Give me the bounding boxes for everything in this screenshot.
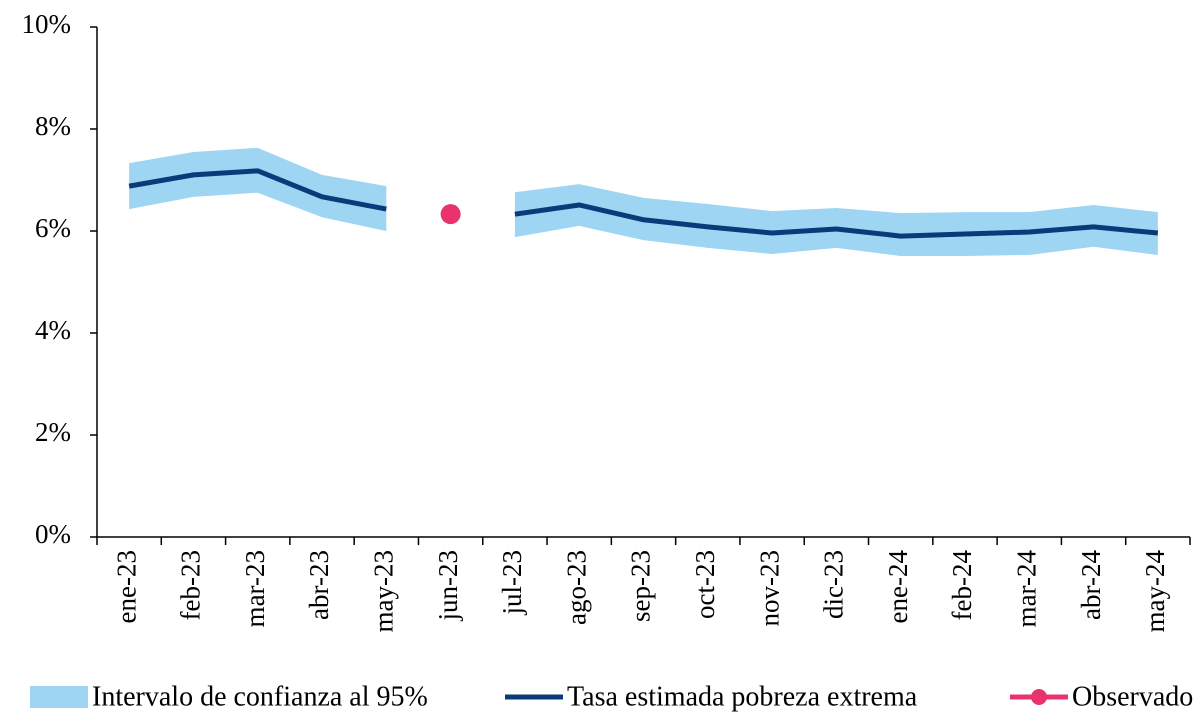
legend-label: Observado (1072, 681, 1193, 712)
x-tick-label: ene-24 (883, 550, 913, 624)
estimate-line (128, 168, 1159, 239)
x-tick-label: abr-24 (1076, 550, 1106, 620)
legend-swatch-dot (1031, 689, 1047, 705)
x-tick-label: abr-23 (304, 550, 334, 620)
legend-swatch (30, 686, 88, 708)
x-tick-label: dic-23 (819, 550, 849, 619)
y-tick-label: 6% (35, 213, 71, 243)
legend-label: Intervalo de confianza al 95% (92, 681, 428, 712)
y-tick-label: 4% (35, 315, 71, 345)
y-tick-label: 0% (35, 519, 71, 549)
y-tick-label: 8% (35, 111, 71, 141)
x-tick-label: jun-23 (433, 550, 463, 622)
x-tick-label: ene-23 (111, 550, 141, 623)
x-tick-label: sep-23 (626, 550, 656, 622)
x-tick-label: may-24 (1140, 550, 1170, 633)
x-tick-label: ago-23 (561, 550, 591, 625)
x-tick-label: mar-24 (1011, 550, 1041, 628)
x-tick-label: oct-23 (690, 550, 720, 619)
y-tick-label: 2% (35, 417, 71, 447)
observed-point (440, 204, 461, 225)
legend-label: Tasa estimada pobreza extrema (567, 681, 918, 712)
x-tick-label: mar-23 (240, 550, 270, 627)
x-tick-label: nov-23 (754, 550, 784, 627)
x-tick-label: may-23 (369, 550, 399, 632)
x-tick-label: feb-23 (176, 550, 206, 620)
x-tick-label: jul-23 (497, 550, 527, 616)
confidence-band (129, 147, 1158, 256)
y-tick-label: 10% (22, 9, 72, 39)
x-tick-label: feb-24 (947, 550, 977, 621)
